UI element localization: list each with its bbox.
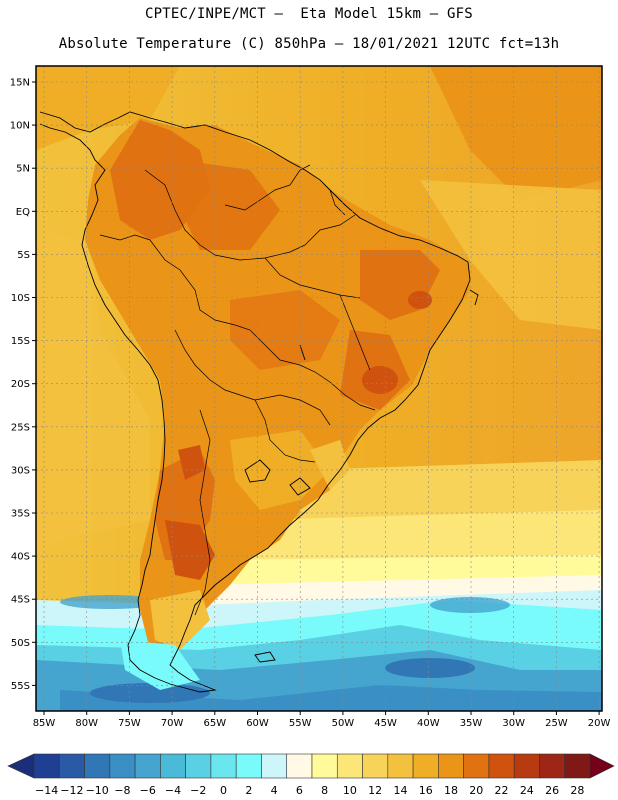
lon-tick-label: 45W <box>374 718 397 729</box>
colorbar-swatch <box>438 753 464 779</box>
colorbar-label: 22 <box>495 784 509 797</box>
chart-title-line2: Absolute Temperature (C) 850hPa – 18/01/… <box>58 36 560 52</box>
colorbar-swatch <box>387 753 414 779</box>
colorbar-swatch <box>362 753 389 779</box>
colorbar-label: 8 <box>321 784 328 797</box>
colorbar-label: 4 <box>271 784 278 797</box>
lon-tick-label: 75W <box>118 718 141 729</box>
colorbar-label: −2 <box>190 784 206 797</box>
colorbar-label: −10 <box>86 784 109 797</box>
lat-tick-label: 45S <box>11 595 30 606</box>
colorbar-under-arrow <box>7 753 35 779</box>
colorbar-label: 26 <box>545 784 559 797</box>
colorbar-swatch <box>210 753 237 779</box>
colorbar: −14 −12 −10 −8 −6 −4 −2 0 2 4 6 8 10 12 14 16 18 20 22 24 26… <box>7 753 615 797</box>
colorbar-label: −12 <box>60 784 83 797</box>
colorbar-label: −6 <box>140 784 156 797</box>
chart-title-line1: CPTEC/INPE/MCT – Eta Model 15km – GFS <box>145 6 473 22</box>
lon-tick-label: 20W <box>588 718 611 729</box>
colorbar-label: 2 <box>245 784 252 797</box>
colorbar-label: 10 <box>343 784 357 797</box>
colorbar-swatch <box>185 753 212 779</box>
colorbar-swatch <box>488 753 515 779</box>
colorbar-swatch <box>564 753 591 779</box>
colorbar-swatch <box>58 753 85 779</box>
colorbar-swatch <box>412 753 439 779</box>
colorbar-label: 12 <box>368 784 382 797</box>
colorbar-label: 16 <box>419 784 433 797</box>
colorbar-swatch <box>134 753 161 779</box>
colorbar-label: 14 <box>393 784 407 797</box>
colorbar-swatch <box>539 753 566 779</box>
map-frame <box>35 65 603 712</box>
colorbar-label: 28 <box>570 784 584 797</box>
colorbar-swatch <box>261 753 288 779</box>
lon-tick-label: 55W <box>289 718 312 729</box>
lat-tick-label: 30S <box>11 465 30 476</box>
temperature-field <box>36 66 602 711</box>
colorbar-label: −8 <box>114 784 130 797</box>
lat-tick-label: 25S <box>11 422 30 433</box>
colorbar-label: 20 <box>469 784 483 797</box>
colorbar-label: 6 <box>296 784 303 797</box>
graticule <box>36 66 602 711</box>
lon-tick-label: 50W <box>332 718 355 729</box>
lat-tick-label: 5N <box>16 164 30 175</box>
lat-tick-label: 15S <box>11 336 30 347</box>
colorbar-label: 0 <box>220 784 227 797</box>
colorbar-swatch <box>160 753 186 779</box>
colorbar-swatch <box>235 753 262 779</box>
lon-tick-label: 60W <box>246 718 269 729</box>
lon-tick-label: 40W <box>417 718 440 729</box>
lat-tick-label: 20S <box>11 379 30 390</box>
colorbar-swatch <box>84 753 111 779</box>
lon-tick-label: 80W <box>75 718 98 729</box>
lon-tick-label: 30W <box>502 718 525 729</box>
lat-tick-label: 10S <box>11 293 30 304</box>
colorbar-swatch <box>286 753 313 779</box>
colorbar-swatch <box>463 753 490 779</box>
colorbar-swatch <box>336 753 363 779</box>
lon-tick-label: 85W <box>33 718 56 729</box>
lat-tick-label: EQ <box>16 207 30 218</box>
lat-tick-label: 35S <box>11 509 30 520</box>
lat-tick-label: 15N <box>10 78 30 89</box>
lat-tick-label: 50S <box>11 638 30 649</box>
colorbar-swatch <box>513 753 540 779</box>
colorbar-swatch <box>33 753 60 779</box>
lat-tick-label: 10N <box>10 121 30 132</box>
colorbar-label: −4 <box>165 784 181 797</box>
colorbar-label: −14 <box>35 784 58 797</box>
colorbar-label: 24 <box>520 784 534 797</box>
lon-tick-label: 25W <box>545 718 568 729</box>
lat-tick-label: 5S <box>17 250 30 261</box>
lon-tick-label: 70W <box>161 718 184 729</box>
colorbar-swatch <box>311 753 338 779</box>
lon-tick-label: 35W <box>460 718 483 729</box>
lat-tick-label: 55S <box>11 681 30 692</box>
lat-tick-label: 40S <box>11 552 30 563</box>
colorbar-over-arrow <box>589 753 615 779</box>
lon-tick-label: 65W <box>203 718 226 729</box>
country-borders <box>99 164 376 616</box>
colorbar-swatch <box>109 753 136 779</box>
colorbar-label: 18 <box>444 784 458 797</box>
